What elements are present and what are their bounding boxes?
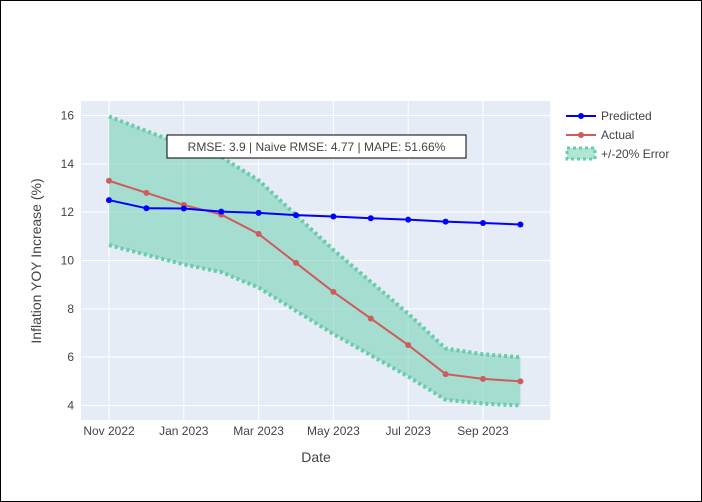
series-layer bbox=[106, 177, 524, 385]
point-predicted[interactable] bbox=[106, 197, 112, 204]
point-actual[interactable] bbox=[293, 259, 299, 266]
series-line-actual bbox=[108, 179, 521, 383]
point-actual[interactable] bbox=[143, 189, 150, 196]
y-tick-label: 16 bbox=[61, 109, 75, 123]
legend-label-actual: Actual bbox=[601, 128, 634, 142]
x-tick-label: May 2023 bbox=[307, 424, 360, 438]
legend-item-predicted[interactable]: Predicted bbox=[566, 109, 652, 123]
legend-item-error-band[interactable]: +/-20% Error bbox=[565, 146, 669, 161]
metrics-annotation: RMSE: 3.9 | Naive RMSE: 4.77 | MAPE: 51.… bbox=[166, 134, 467, 159]
error-band-lower bbox=[108, 243, 521, 408]
x-tick-label: Nov 2022 bbox=[83, 424, 135, 438]
y-tick-label: 8 bbox=[67, 302, 74, 316]
legend-label-error-band: +/-20% Error bbox=[601, 147, 669, 161]
legend-item-actual[interactable]: Actual bbox=[566, 128, 634, 142]
y-tick-label: 12 bbox=[61, 205, 75, 219]
point-predicted[interactable] bbox=[255, 209, 262, 216]
point-predicted[interactable] bbox=[330, 213, 337, 220]
x-tick-label: Sep 2023 bbox=[457, 424, 509, 438]
x-tick-label: Mar 2023 bbox=[233, 424, 284, 438]
y-tick-label: 10 bbox=[61, 254, 75, 268]
y-axis-title: Inflation YOY Increase (%) bbox=[28, 178, 44, 343]
point-predicted[interactable] bbox=[517, 221, 524, 228]
x-tick-labels: Nov 2022 Jan 2023 Mar 2023 May 2023 Jul 2023… bbox=[83, 424, 509, 438]
series-line-predicted bbox=[108, 199, 521, 226]
annotation-text: RMSE: 3.9 | Naive RMSE: 4.77 | MAPE: 51.… bbox=[188, 140, 446, 154]
error-band-fill bbox=[109, 116, 521, 406]
legend[interactable]: Predicted Actual +/-20% Error bbox=[565, 109, 669, 161]
x-tick-label: Jul 2023 bbox=[386, 424, 432, 438]
point-predicted[interactable] bbox=[367, 215, 374, 222]
x-axis-title: Date bbox=[301, 449, 331, 465]
legend-label-predicted: Predicted bbox=[601, 109, 652, 123]
y-tick-label: 14 bbox=[61, 157, 75, 171]
point-actual[interactable] bbox=[367, 315, 374, 322]
point-predicted[interactable] bbox=[218, 208, 225, 215]
y-tick-labels: 4 6 8 10 12 14 16 bbox=[61, 109, 75, 413]
point-predicted[interactable] bbox=[293, 212, 299, 219]
legend-marker-predicted bbox=[578, 113, 584, 119]
y-tick-label: 6 bbox=[67, 350, 74, 364]
point-actual[interactable] bbox=[517, 378, 524, 385]
point-actual[interactable] bbox=[330, 288, 337, 295]
point-actual[interactable] bbox=[480, 375, 486, 382]
x-tick-label: Jan 2023 bbox=[159, 424, 209, 438]
legend-marker-actual bbox=[578, 132, 584, 138]
point-predicted[interactable] bbox=[442, 218, 449, 225]
point-predicted[interactable] bbox=[480, 220, 486, 227]
point-actual[interactable] bbox=[255, 230, 262, 237]
point-actual[interactable] bbox=[106, 177, 112, 184]
point-predicted[interactable] bbox=[405, 216, 412, 223]
point-actual[interactable] bbox=[442, 371, 449, 378]
point-actual[interactable] bbox=[405, 342, 412, 349]
point-predicted[interactable] bbox=[180, 205, 187, 212]
legend-swatch-error-band bbox=[565, 146, 597, 161]
annotation-box bbox=[166, 134, 467, 159]
y-tick-label: 4 bbox=[67, 399, 74, 413]
point-predicted[interactable] bbox=[143, 205, 150, 212]
